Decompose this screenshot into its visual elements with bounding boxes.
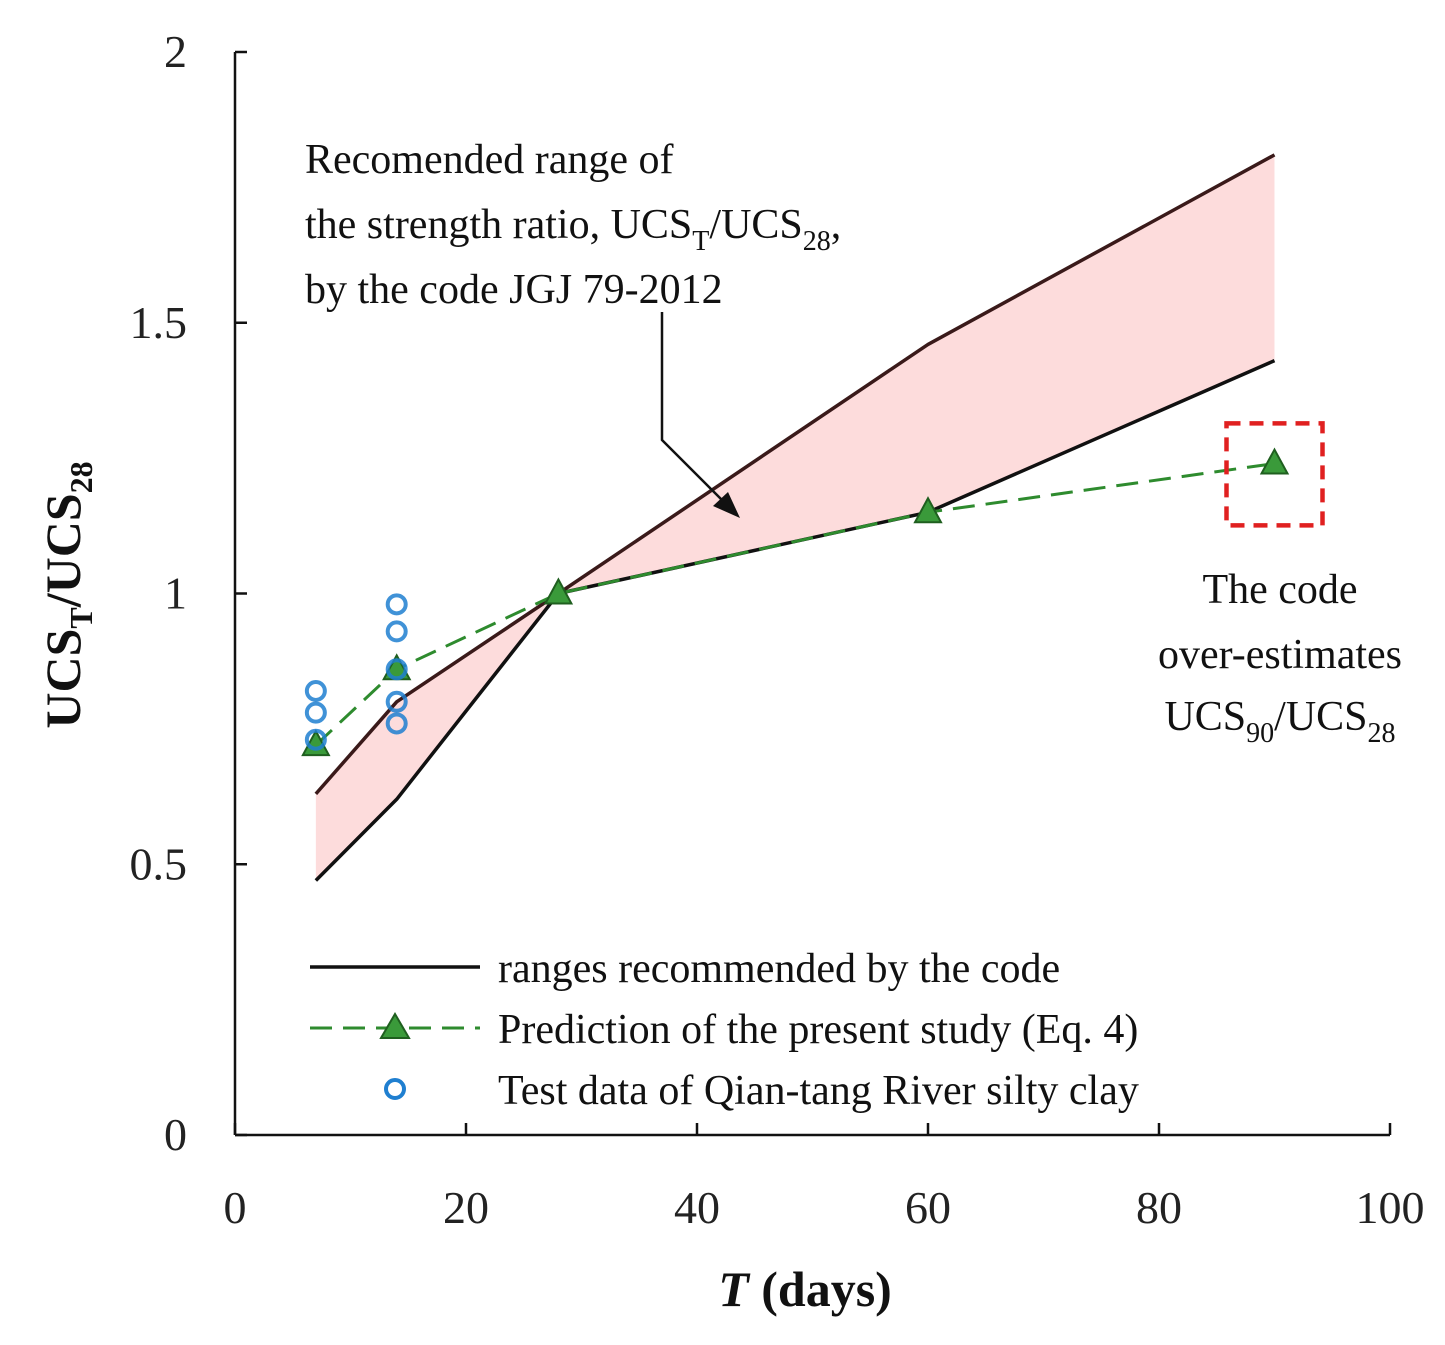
legend-test-marker — [384, 1078, 406, 1100]
legend-test-label: Test data of Qian-tang River silty clay — [498, 1068, 1139, 1114]
x-tick-label: 60 — [905, 1182, 951, 1233]
y-tick-label: 0 — [164, 1109, 187, 1160]
test-data-point — [304, 701, 327, 724]
y-tick-label: 2 — [164, 26, 187, 77]
highlight-box-layer — [1224, 421, 1325, 528]
range-arrow-head — [713, 492, 740, 518]
y-axis-title: UCST/UCS28 — [35, 461, 99, 728]
range-band-fill — [315, 154, 1275, 881]
range-note-line2: the strength ratio, UCST/UCS28, — [305, 202, 841, 257]
test-data-point — [385, 658, 408, 681]
test-data-point — [385, 620, 408, 643]
legend-range-label: ranges recommended by the code — [498, 946, 1060, 992]
prediction-marker — [543, 577, 574, 605]
prediction-line — [314, 462, 1275, 747]
test-data-point — [385, 712, 408, 735]
x-tick-label: 80 — [1136, 1182, 1182, 1233]
y-tick-label: 1 — [164, 568, 187, 619]
overestimate-annotation: The code over-estimates UCS90/UCS28 — [1158, 567, 1402, 749]
axis-ticks: 0 20 40 60 80 100 0 0.5 1 1.5 2 — [130, 26, 1425, 1233]
x-axis-title: T (days) — [718, 1261, 892, 1317]
prediction-marker — [913, 496, 943, 524]
x-tick-label: 40 — [674, 1182, 720, 1233]
range-arrow-line — [660, 312, 737, 515]
test-data-point — [385, 690, 408, 713]
x-tick-label: 0 — [224, 1182, 247, 1233]
x-tick-label: 100 — [1356, 1182, 1425, 1233]
range-annotation: Recomended range of the strength ratio, … — [305, 137, 841, 518]
recommended-range-band — [315, 154, 1275, 881]
over-note-line1: The code — [1202, 567, 1357, 613]
x-tick-label: 20 — [443, 1182, 489, 1233]
test-data-point — [385, 593, 408, 616]
y-tick-label: 0.5 — [130, 838, 188, 889]
legend: ranges recommended by the code Predictio… — [310, 946, 1139, 1114]
legend-prediction-label: Prediction of the present study (Eq. 4) — [498, 1007, 1138, 1053]
over-note-line2: over-estimates — [1158, 632, 1402, 678]
y-tick-label: 1.5 — [130, 297, 188, 348]
legend-prediction-marker — [379, 1012, 411, 1039]
range-note-line1: Recomended range of — [305, 137, 674, 183]
test-data-point — [304, 679, 327, 702]
test-data-point — [304, 728, 327, 751]
over-note-line3: UCS90/UCS28 — [1164, 694, 1395, 749]
range-note-line3: by the code JGJ 79-2012 — [305, 267, 723, 313]
prediction-marker — [1259, 447, 1290, 475]
test-data-series — [304, 593, 408, 751]
highlight-box — [1224, 421, 1325, 528]
